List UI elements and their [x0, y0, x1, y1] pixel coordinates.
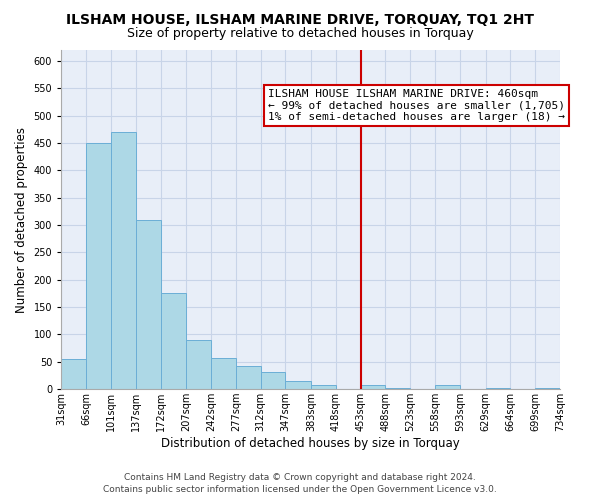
Bar	[435, 386, 460, 389]
Bar	[361, 385, 385, 389]
Text: Size of property relative to detached houses in Torquay: Size of property relative to detached ho…	[127, 28, 473, 40]
Bar	[186, 340, 211, 389]
Bar	[260, 372, 286, 389]
Bar	[86, 143, 111, 389]
Bar	[286, 381, 311, 389]
Bar	[211, 358, 236, 389]
Y-axis label: Number of detached properties: Number of detached properties	[15, 126, 28, 312]
Text: Contains HM Land Registry data © Crown copyright and database right 2024.
Contai: Contains HM Land Registry data © Crown c…	[103, 473, 497, 494]
Bar	[61, 359, 86, 389]
Text: ILSHAM HOUSE ILSHAM MARINE DRIVE: 460sqm
← 99% of detached houses are smaller (1: ILSHAM HOUSE ILSHAM MARINE DRIVE: 460sqm…	[268, 89, 565, 122]
Bar	[111, 132, 136, 389]
Bar	[311, 386, 336, 389]
X-axis label: Distribution of detached houses by size in Torquay: Distribution of detached houses by size …	[161, 437, 460, 450]
Bar	[485, 388, 511, 389]
Bar	[236, 366, 260, 389]
Bar	[385, 388, 410, 389]
Bar	[535, 388, 560, 389]
Bar	[161, 294, 186, 389]
Bar	[136, 220, 161, 389]
Text: ILSHAM HOUSE, ILSHAM MARINE DRIVE, TORQUAY, TQ1 2HT: ILSHAM HOUSE, ILSHAM MARINE DRIVE, TORQU…	[66, 12, 534, 26]
